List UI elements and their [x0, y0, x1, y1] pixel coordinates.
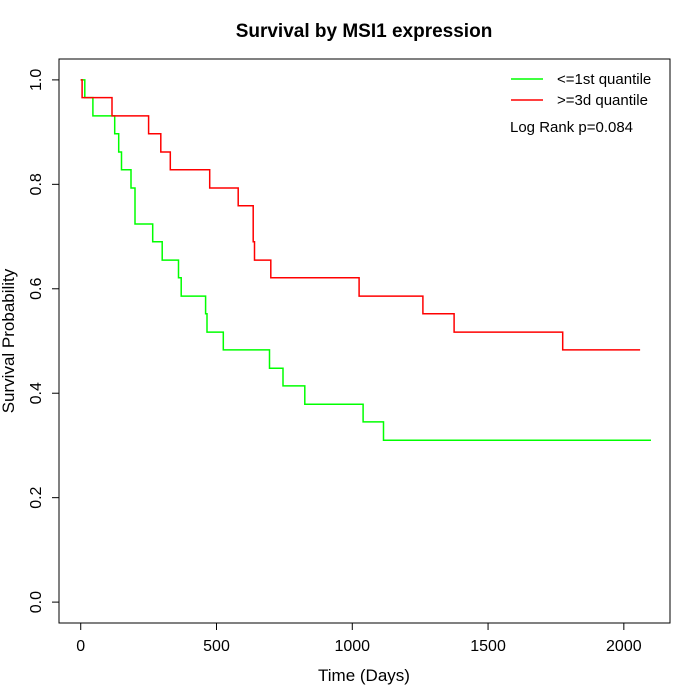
y-tick-label: 0.0 [28, 591, 45, 613]
x-tick-label: 2000 [606, 638, 642, 655]
survival-curve-2 [80, 79, 641, 351]
y-tick-label: 0.6 [28, 278, 45, 300]
legend-label: <=1st quantile [557, 71, 651, 88]
x-axis: 0 500 1000 1500 2000 [76, 622, 642, 655]
series-layer [80, 79, 651, 441]
x-tick-label: 1500 [470, 638, 506, 655]
x-tick-label: 0 [76, 638, 85, 655]
y-tick-label: 0.8 [28, 173, 45, 195]
x-tick-label: 1000 [334, 638, 370, 655]
x-tick-label: 500 [203, 638, 230, 655]
y-tick-label: 0.4 [28, 382, 45, 404]
x-axis-label: Time (Days) [318, 666, 410, 685]
plot-frame [58, 58, 671, 624]
y-tick-label: 0.2 [28, 486, 45, 508]
legend-label: >=3d quantile [557, 92, 648, 109]
log-rank-annotation: Log Rank p=0.084 [510, 119, 633, 136]
y-axis: 0.0 0.2 0.4 0.6 0.8 1.0 [28, 69, 60, 613]
y-axis-label: Survival Probability [0, 268, 18, 413]
y-tick-label: 1.0 [28, 69, 45, 91]
chart-title: Survival by MSI1 expression [236, 21, 493, 42]
legend: <=1st quantile >=3d quantile [511, 71, 651, 109]
survival-curve-1 [80, 79, 651, 441]
